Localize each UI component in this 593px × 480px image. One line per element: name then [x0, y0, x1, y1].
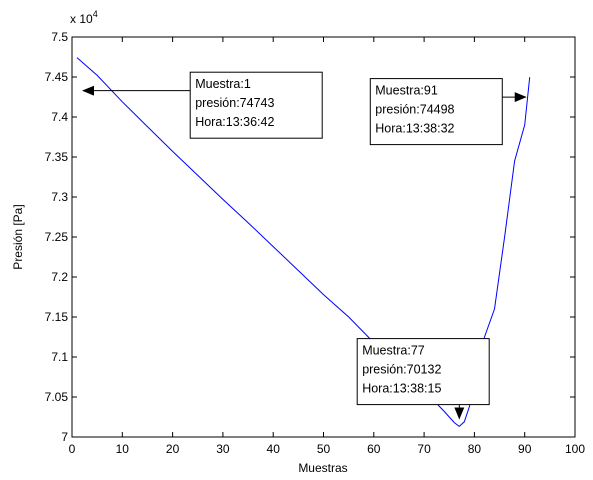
annotation-text: Muestra:1	[195, 77, 251, 91]
y-axis-ticks: 7 7.05 7.1 7.15 7.2 7.25 7.3 7.35 7.4 7.45 7.5	[45, 30, 575, 444]
y-axis-multiplier-exponent: 4	[93, 9, 98, 19]
y-tick-label: 7.25	[45, 230, 69, 244]
y-tick-label: 7.35	[45, 150, 69, 164]
x-tick-label: 10	[116, 442, 130, 456]
annotations-layer: Muestra:1 presión:74743 Hora:13:36:42 Muest…	[82, 71, 527, 420]
x-tick-label: 20	[166, 442, 180, 456]
annotation-text: presión:70132	[362, 363, 441, 377]
y-axis-multiplier-base: x 10	[70, 12, 93, 26]
annotation-text: presión:74743	[195, 96, 274, 110]
x-axis-ticks: 0 10 20 30 40 50 60 70 80 90 100	[69, 37, 585, 456]
annotation-box	[189, 71, 323, 139]
x-tick-label: 60	[367, 442, 381, 456]
x-tick-label: 80	[468, 442, 482, 456]
y-axis-label: Presión [Pa]	[11, 204, 25, 269]
y-tick-label: 7.1	[51, 350, 68, 364]
y-tick-label: 7.3	[51, 190, 68, 204]
y-tick-label: 7.5	[51, 30, 68, 44]
x-tick-label: 0	[69, 442, 76, 456]
x-tick-label: 100	[565, 442, 585, 456]
x-tick-label: 30	[216, 442, 230, 456]
x-axis-label: Muestras	[298, 461, 347, 475]
x-tick-label: 50	[317, 442, 331, 456]
annotation-text: Muestra:91	[375, 84, 438, 98]
x-tick-label: 40	[267, 442, 281, 456]
y-tick-label: 7.45	[45, 70, 69, 84]
annotation-text: presión:74498	[375, 103, 454, 117]
annotation-box	[356, 338, 490, 406]
y-axis-multiplier: x 104	[70, 9, 98, 26]
x-tick-label: 70	[417, 442, 431, 456]
annotation-text: Muestra:77	[362, 344, 425, 358]
y-tick-label: 7.4	[51, 110, 68, 124]
annotation-text: Hora:13:38:15	[362, 382, 441, 396]
annotation-text: Hora:13:38:32	[375, 122, 454, 136]
y-tick-label: 7.2	[51, 270, 68, 284]
annotation-box	[369, 78, 503, 146]
y-tick-label: 7.05	[45, 390, 69, 404]
y-tick-label: 7.15	[45, 310, 69, 324]
x-tick-label: 90	[518, 442, 532, 456]
annotation-text: Hora:13:36:42	[195, 115, 274, 129]
y-tick-label: 7	[61, 430, 68, 444]
